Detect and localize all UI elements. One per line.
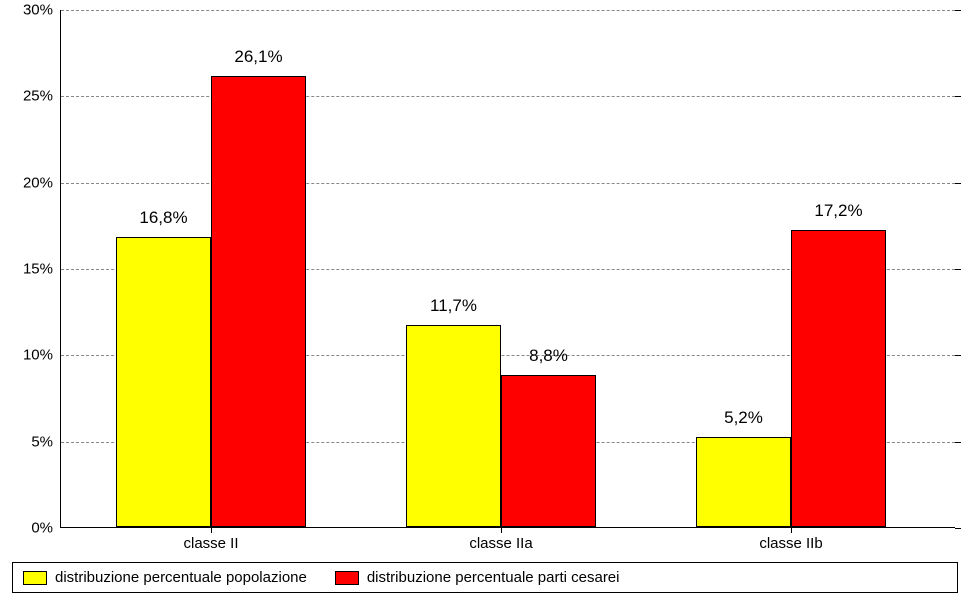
- y-tick: [955, 96, 961, 97]
- legend-label-0: distribuzione percentuale popolazione: [55, 569, 307, 586]
- y-tick: [955, 183, 961, 184]
- x-tick: [791, 527, 792, 533]
- data-label: 8,8%: [529, 346, 568, 366]
- y-axis-label: 30%: [23, 2, 53, 19]
- legend-swatch-1: [335, 571, 359, 585]
- data-label: 16,8%: [139, 208, 187, 228]
- y-tick: [955, 528, 961, 529]
- bar: [791, 230, 886, 527]
- legend-label-1: distribuzione percentuale parti cesarei: [367, 569, 620, 586]
- bar: [696, 437, 791, 527]
- gridline: [61, 96, 955, 97]
- y-axis-label: 20%: [23, 174, 53, 191]
- y-tick: [955, 442, 961, 443]
- y-axis-label: 25%: [23, 88, 53, 105]
- bar: [211, 76, 306, 527]
- legend-swatch-0: [23, 571, 47, 585]
- data-label: 26,1%: [234, 47, 282, 67]
- x-tick: [211, 527, 212, 533]
- x-tick: [501, 527, 502, 533]
- y-axis-label: 15%: [23, 261, 53, 278]
- y-tick: [955, 269, 961, 270]
- data-label: 11,7%: [430, 296, 477, 316]
- y-tick: [955, 10, 961, 11]
- y-axis-label: 5%: [31, 433, 53, 450]
- x-axis-label: classe II: [183, 535, 238, 552]
- y-axis-label: 0%: [31, 520, 53, 537]
- bar: [501, 375, 596, 527]
- gridline: [61, 183, 955, 184]
- data-label: 5,2%: [724, 408, 763, 428]
- bar: [116, 237, 211, 527]
- x-axis-label: classe IIa: [469, 535, 532, 552]
- x-axis-label: classe IIb: [759, 535, 822, 552]
- plot-area: 0%5%10%15%20%25%30%16,8%26,1%classe II11…: [60, 10, 955, 528]
- chart-container: 0% 5% 10% 15% 20% 25% 30% 16,8% 26,1% classe II 11…: [0, 0, 970, 604]
- data-label: 17,2%: [814, 201, 862, 221]
- bar: [406, 325, 501, 527]
- gridline: [61, 10, 955, 11]
- legend: distribuzione percentuale popolazione di…: [12, 562, 958, 593]
- y-tick: [955, 355, 961, 356]
- y-axis-label: 10%: [23, 347, 53, 364]
